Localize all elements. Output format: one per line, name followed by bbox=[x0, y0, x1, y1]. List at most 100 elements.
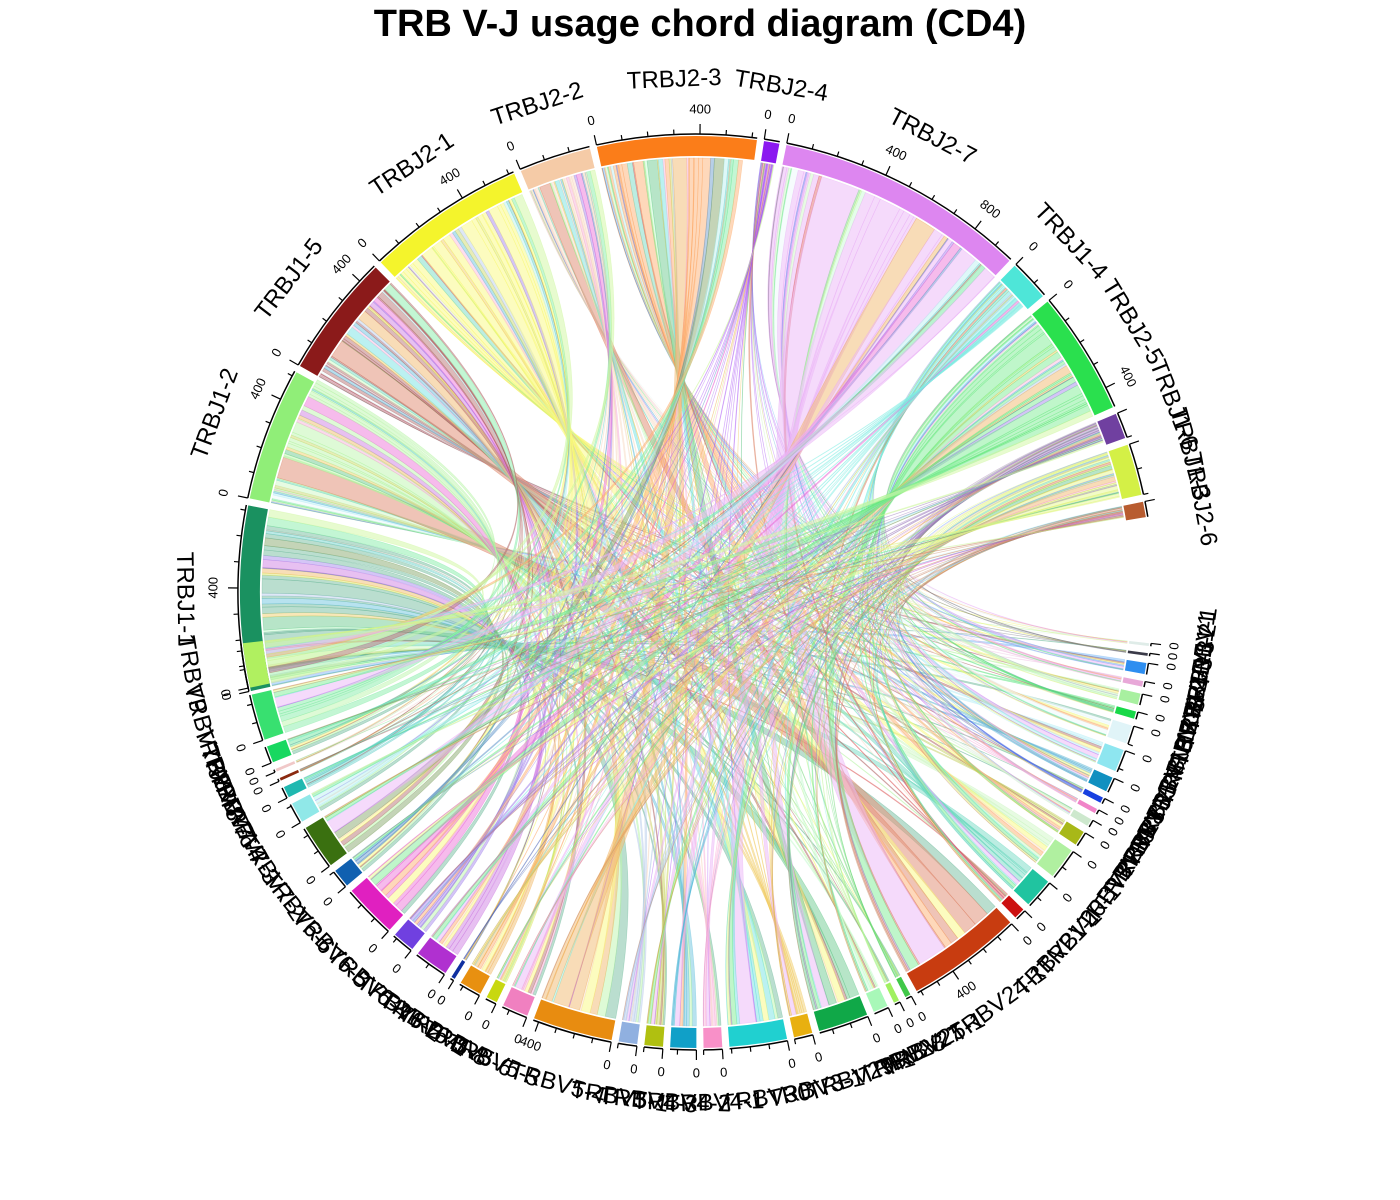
tick-mark bbox=[291, 822, 301, 829]
tick-label: 0 bbox=[462, 1007, 475, 1024]
ribbon-trbv30-trbj2-7 bbox=[731, 198, 901, 1025]
ribbon-trbv1-trbj2-7 bbox=[767, 166, 1128, 644]
sector-trbv7-3 bbox=[292, 794, 320, 822]
ribbon-trbv7-6-trbj2-5 bbox=[299, 402, 1088, 771]
ribbon-trbv28-trbj1-5 bbox=[341, 338, 876, 989]
ribbon-trbv28-trbj2-5 bbox=[811, 344, 1055, 992]
ribbon-trbv13-trbj1-3 bbox=[898, 453, 1109, 763]
ribbon-trbv4-3-trbj1-1 bbox=[261, 595, 667, 1026]
ribbon-trbv7-4-trbj1-2 bbox=[306, 388, 504, 786]
ribbon-trbv12-4-trbj2-1 bbox=[399, 273, 1115, 711]
ribbon-trbv6-1-trbj2-7 bbox=[463, 237, 949, 960]
ribbon-trbv7-8-trbj2-6 bbox=[287, 515, 1124, 740]
tick-label: 0 bbox=[268, 346, 285, 360]
ribbon-trbv13-trbj2-5 bbox=[878, 319, 1097, 762]
tick-label: 0 bbox=[272, 827, 289, 841]
ribbon-trbv7-4-trbj1-1 bbox=[265, 530, 493, 788]
tick-mark bbox=[793, 1039, 797, 1045]
sector-label-trbj2-1: TRBJ2-1 bbox=[365, 127, 459, 202]
tick-mark bbox=[236, 534, 242, 537]
sector-trbv7-4 bbox=[283, 778, 307, 798]
ribbon-trbv29-1-trbj1-1 bbox=[262, 615, 860, 999]
tick-mark bbox=[572, 1033, 576, 1039]
ribbon-trbv18-trbj1-4 bbox=[863, 283, 1070, 814]
ribbon-trbv9-trbj1-4 bbox=[265, 305, 1024, 649]
sector-axis-trbv19 bbox=[1076, 832, 1087, 847]
ribbon-trbv7-7-trbj1-2 bbox=[296, 387, 501, 763]
ribbon-trbv5-6-trbj2-2 bbox=[500, 176, 620, 981]
ribbon-trbv18-trbj1-6 bbox=[888, 424, 1097, 815]
ribbon-trbv18-trbj2-4 bbox=[751, 162, 1071, 813]
tick-mark bbox=[1137, 711, 1148, 716]
ribbon-trbv12-3-trbj2-2 bbox=[529, 190, 1119, 695]
ribbon-trbv6-1-trbj2-5 bbox=[463, 376, 1074, 960]
tick-mark bbox=[967, 959, 972, 965]
tick-label: 0 bbox=[657, 1064, 665, 1079]
sector-label-trbv4-2: TRBV4-2 bbox=[632, 1088, 731, 1118]
ribbon-trbv7-9-trbj1-5 bbox=[279, 283, 521, 722]
ribbon-trbv4-1-trbj2-7 bbox=[705, 208, 905, 1027]
ribbon-trbv7-6-trbj2-1 bbox=[300, 199, 570, 772]
ribbon-layer bbox=[261, 157, 1128, 1027]
tick-mark bbox=[337, 886, 346, 894]
ribbon-trbv2-trbj1-6 bbox=[879, 424, 1098, 862]
tick-mark bbox=[236, 650, 242, 653]
tick-mark bbox=[404, 950, 412, 959]
tick-mark bbox=[506, 1009, 510, 1015]
ribbon-trbv5-8-trbj1-4 bbox=[474, 298, 1017, 966]
ribbon-trbv5-1-trbj1-6 bbox=[623, 433, 1101, 1021]
ribbon-trbv4-2-trbj2-4 bbox=[679, 163, 768, 1027]
ribbon-trbv6-4-trbj2-6 bbox=[409, 513, 1124, 919]
tick-mark bbox=[246, 703, 253, 707]
sector-label-trbj2-2: TRBJ2-2 bbox=[488, 77, 586, 132]
ribbon-trbv12-3-trbj1-3 bbox=[903, 452, 1118, 700]
tick-mark bbox=[811, 144, 815, 150]
tick-label: 0 bbox=[1026, 238, 1042, 254]
ribbon-trbv18-trbj1-3 bbox=[891, 456, 1109, 815]
ribbon-trbv2-trbj2-7 bbox=[781, 173, 1042, 859]
ribbon-trbv4-2-trbj1-6 bbox=[672, 431, 1101, 1026]
sector-axis-trbv12-3 bbox=[1139, 693, 1144, 706]
tick-mark bbox=[447, 980, 455, 990]
ribbon-trbv6-6-trbj2-3 bbox=[355, 157, 715, 865]
ribbon-trbv19-trbj1-4 bbox=[861, 284, 1059, 832]
ribbon-trbv4-3-trbj1-3 bbox=[646, 474, 1115, 1024]
ribbon-trbv6-6-trbj2-6 bbox=[352, 514, 1124, 858]
tick-label: 400 bbox=[689, 101, 711, 116]
tick-mark bbox=[253, 739, 263, 745]
ribbon-trbv7-3-trbj1-4 bbox=[312, 303, 1022, 798]
tick-mark bbox=[1079, 339, 1085, 343]
sector-trbj2-4 bbox=[761, 141, 780, 164]
ribbon-trbv9-trbj2-6 bbox=[264, 516, 1124, 642]
sector-trbv21-1 bbox=[1001, 895, 1024, 918]
ribbon-trbv2-trbj2-1 bbox=[412, 258, 1048, 851]
ribbon-trbv27-trbj1-4 bbox=[813, 289, 1008, 983]
sector-trbv18 bbox=[1070, 809, 1092, 826]
tick-label: 0 bbox=[1160, 681, 1176, 691]
ribbon-trbv6-1-trbj1-2 bbox=[299, 414, 551, 961]
sector-axis-trbv11-2 bbox=[1145, 663, 1150, 675]
tick-mark bbox=[593, 135, 598, 146]
tick-label: 0 bbox=[233, 742, 250, 754]
sector-trbv7-2 bbox=[305, 817, 347, 866]
tick-mark bbox=[831, 1029, 835, 1035]
sector-trbv6-4 bbox=[395, 919, 425, 950]
sector-trbv30 bbox=[727, 1019, 788, 1047]
tick-label: 0 bbox=[870, 1029, 882, 1046]
tick-mark bbox=[1137, 467, 1143, 470]
tick-mark bbox=[303, 834, 309, 839]
ribbon-trbv28-trbj2-6 bbox=[816, 509, 1123, 993]
ribbon-trbv12-3-trbj1-4 bbox=[872, 281, 1118, 698]
ribbon-trbv12-4-trbj2-5 bbox=[882, 317, 1114, 713]
ribbon-trbv7-3-trbj2-4 bbox=[314, 164, 773, 802]
tick-label: 0 bbox=[215, 488, 231, 498]
ribbon-trbv7-2-trbj2-5 bbox=[325, 395, 1086, 821]
tick-mark bbox=[953, 209, 958, 214]
ribbon-trbv13-trbj1-4 bbox=[868, 282, 1098, 760]
sector-trbv6-5 bbox=[351, 877, 404, 930]
ribbon-trbv24-1-trbj2-6 bbox=[836, 507, 1123, 973]
ribbon-trbv9-trbj2-3 bbox=[266, 159, 744, 658]
tick-mark bbox=[982, 948, 987, 953]
tick-label: 0 bbox=[258, 802, 275, 815]
tick-label: 0 bbox=[389, 960, 404, 976]
